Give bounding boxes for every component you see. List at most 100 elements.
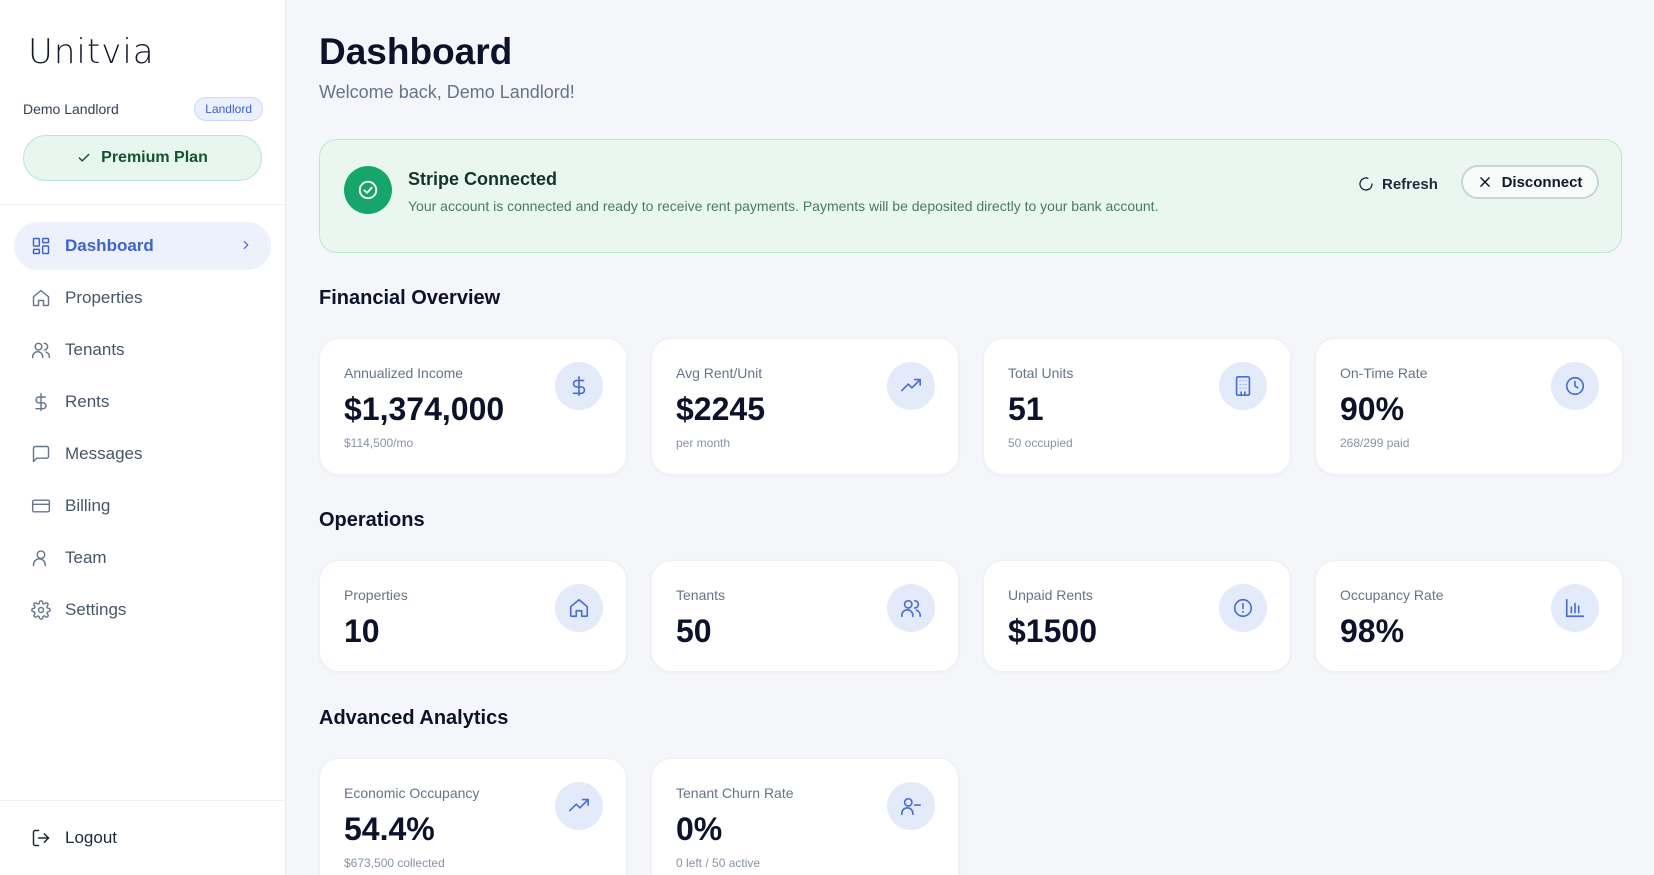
stat-card-unpaid-rents[interactable]: Unpaid Rents $1500 [983,560,1291,672]
premium-plan-button[interactable]: Premium Plan [23,135,262,181]
stat-label: Unpaid Rents [1008,587,1093,603]
stat-label: Total Units [1008,365,1074,381]
role-badge: Landlord [194,97,263,121]
alert-circle-icon [1219,584,1267,632]
sidebar-item-label: Billing [65,496,111,515]
refresh-icon [1359,177,1373,191]
stat-value: $1500 [1008,613,1097,649]
page-title: Dashboard [319,31,513,72]
sidebar-item-label: Settings [65,600,127,619]
stat-card-avg-rent[interactable]: Avg Rent/Unit $2245 per month [651,338,959,475]
stat-label: On-Time Rate [1340,365,1428,381]
stat-label: Properties [344,587,408,603]
refresh-label: Refresh [1382,175,1438,193]
user-row: Demo Landlord Landlord [23,96,263,122]
disconnect-label: Disconnect [1501,173,1583,191]
user-name: Demo Landlord [23,101,119,117]
sidebar: Unitvia Demo Landlord Landlord Premium P… [0,0,286,875]
logout-button[interactable]: Logout [31,828,117,848]
user-icon [32,550,46,567]
sidebar-item-label: Team [65,548,107,567]
stat-card-on-time-rate[interactable]: On-Time Rate 90% 268/299 paid [1315,338,1623,475]
users-icon [31,342,51,359]
section-title-financial: Financial Overview [319,287,501,309]
section-title-operations: Operations [319,509,425,531]
stat-subtext: per month [676,436,731,450]
trending-up-icon [555,782,603,830]
sidebar-item-team[interactable]: Team [14,534,271,582]
stat-label: Annualized Income [344,365,464,381]
credit-card-icon [31,499,51,513]
home-icon [555,584,603,632]
stat-card-occupancy-rate[interactable]: Occupancy Rate 98% [1315,560,1623,672]
home-icon [32,289,50,307]
stripe-description: Your account is connected and ready to r… [408,198,1159,214]
stat-subtext: $673,500 collected [344,856,445,870]
sidebar-divider [0,204,285,205]
stat-card-tenants[interactable]: Tenants 50 [651,560,959,672]
stripe-status-card: Stripe Connected Your account is connect… [319,139,1622,253]
sidebar-item-messages[interactable]: Messages [14,430,271,478]
stat-value: 54.4% [344,811,435,847]
stat-label: Tenants [676,587,726,603]
message-icon [32,445,50,463]
building-icon [1219,362,1267,410]
dollar-icon [555,362,603,410]
stat-subtext: 50 occupied [1008,436,1073,450]
dollar-icon [35,392,47,412]
page-subtitle: Welcome back, Demo Landlord! [319,82,575,102]
sidebar-item-label: Tenants [65,340,125,359]
dashboard-grid-icon [32,237,50,255]
sidebar-nav: Dashboard Properties Tenants Rents Messa… [14,222,271,638]
stat-subtext: 268/299 paid [1340,436,1410,450]
logo-text: Unitvia [28,32,155,72]
logout-icon [32,829,50,847]
trending-up-icon [887,362,935,410]
stat-value: $1,374,000 [344,391,505,427]
sidebar-item-properties[interactable]: Properties [14,274,271,322]
users-icon [887,584,935,632]
stat-card-total-units[interactable]: Total Units 51 50 occupied [983,338,1291,475]
stat-value: 0% [676,811,723,847]
stat-label: Avg Rent/Unit [676,365,763,381]
sidebar-item-dashboard[interactable]: Dashboard [14,222,271,270]
stat-card-annualized-income[interactable]: Annualized Income $1,374,000 $114,500/mo [319,338,627,475]
stat-card-tenant-churn[interactable]: Tenant Churn Rate 0% 0 left / 50 active [651,758,959,875]
sidebar-item-label: Rents [65,392,110,411]
disconnect-button[interactable]: Disconnect [1461,165,1599,199]
sidebar-item-billing[interactable]: Billing [14,482,271,530]
sidebar-item-label: Dashboard [65,236,154,255]
stripe-title: Stripe Connected [408,169,558,189]
section-title-analytics: Advanced Analytics [319,707,509,729]
check-circle-icon [344,166,392,214]
chevron-right-icon [243,240,249,250]
logout-label: Logout [65,828,117,847]
stat-value: 51 [1008,391,1044,427]
bar-chart-icon [1551,584,1599,632]
refresh-button[interactable]: Refresh [1358,167,1438,201]
stat-value: 98% [1340,613,1405,649]
stat-label: Occupancy Rate [1340,587,1444,603]
clock-icon [1551,362,1599,410]
sidebar-item-rents[interactable]: Rents [14,378,271,426]
sidebar-item-label: Properties [65,288,143,307]
stat-subtext: 0 left / 50 active [676,856,761,870]
gear-icon [31,600,51,620]
stat-value: 10 [344,613,380,649]
stat-value: 90% [1340,391,1405,427]
sidebar-item-tenants[interactable]: Tenants [14,326,271,374]
check-icon [78,153,90,162]
stat-label: Economic Occupancy [344,785,480,801]
stat-card-properties[interactable]: Properties 10 [319,560,627,672]
stat-card-economic-occupancy[interactable]: Economic Occupancy 54.4% $673,500 collec… [319,758,627,875]
stat-subtext: $114,500/mo [344,436,414,450]
plan-label: Premium Plan [101,149,208,166]
stat-value: 50 [676,613,712,649]
logo[interactable]: Unitvia [28,30,155,70]
sidebar-divider-bottom [0,800,285,801]
sidebar-item-settings[interactable]: Settings [14,586,271,634]
stat-value: $2245 [676,391,765,427]
stat-label: Tenant Churn Rate [676,785,794,801]
user-minus-icon [887,782,935,830]
close-icon [1479,177,1490,187]
